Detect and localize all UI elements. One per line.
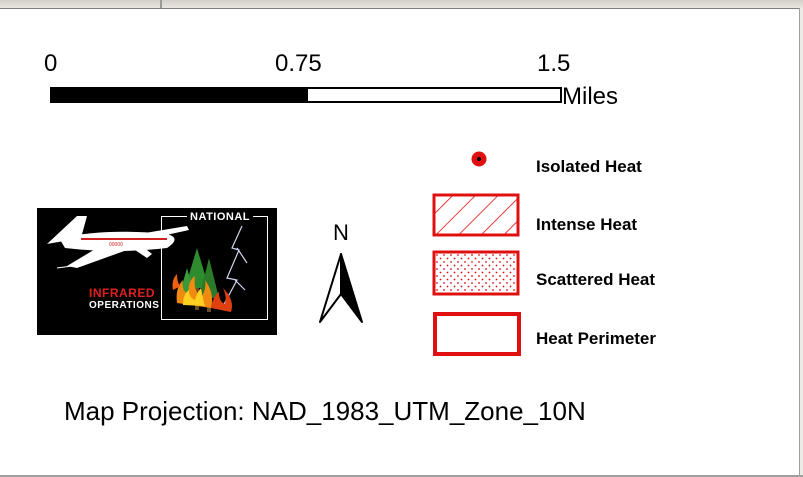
logo-text-infrared: INFRARED (89, 286, 155, 300)
top-edge-divider (160, 0, 162, 8)
legend-label-scattered-heat: Scattered Heat (536, 270, 656, 289)
scale-bar-black-segment (50, 87, 308, 103)
scale-bar-white-segment (306, 87, 562, 103)
intense-heat-symbol (432, 193, 520, 237)
isolated-heat-symbol (471, 151, 487, 167)
window-bottom-edge (0, 475, 803, 477)
heat-perimeter-symbol (433, 312, 521, 356)
legend-label-heat-perimeter: Heat Perimeter (536, 329, 657, 348)
lightning-icon (221, 225, 248, 309)
map-projection-text: Map Projection: NAD_1983_UTM_Zone_10N (64, 396, 586, 426)
aircraft-icon (47, 216, 189, 269)
north-arrow-icon (319, 253, 363, 323)
window-right-edge (799, 8, 803, 477)
north-arrow-label: N (333, 220, 349, 245)
svg-text:00000: 00000 (109, 242, 123, 248)
logo-text-operations: OPERATIONS (89, 300, 160, 311)
legend-label-intense-heat: Intense Heat (536, 215, 638, 234)
scale-unit: Miles (562, 83, 619, 110)
logo-artwork: 00000 (47, 216, 248, 312)
flames-icon (172, 274, 232, 312)
scattered-heat-symbol (432, 250, 520, 296)
window-top-edge (0, 0, 803, 9)
scale-tick-mid: 0.75 (275, 50, 322, 77)
scale-tick-0: 0 (44, 50, 58, 77)
scale-tick-end: 1.5 (537, 50, 571, 77)
legend-label-isolated-heat: Isolated Heat (536, 157, 642, 176)
logo-text-national: NATIONAL (187, 211, 254, 223)
nio-logo: 00000 NATIONAL INFRARED OPERATIONS (37, 208, 277, 335)
